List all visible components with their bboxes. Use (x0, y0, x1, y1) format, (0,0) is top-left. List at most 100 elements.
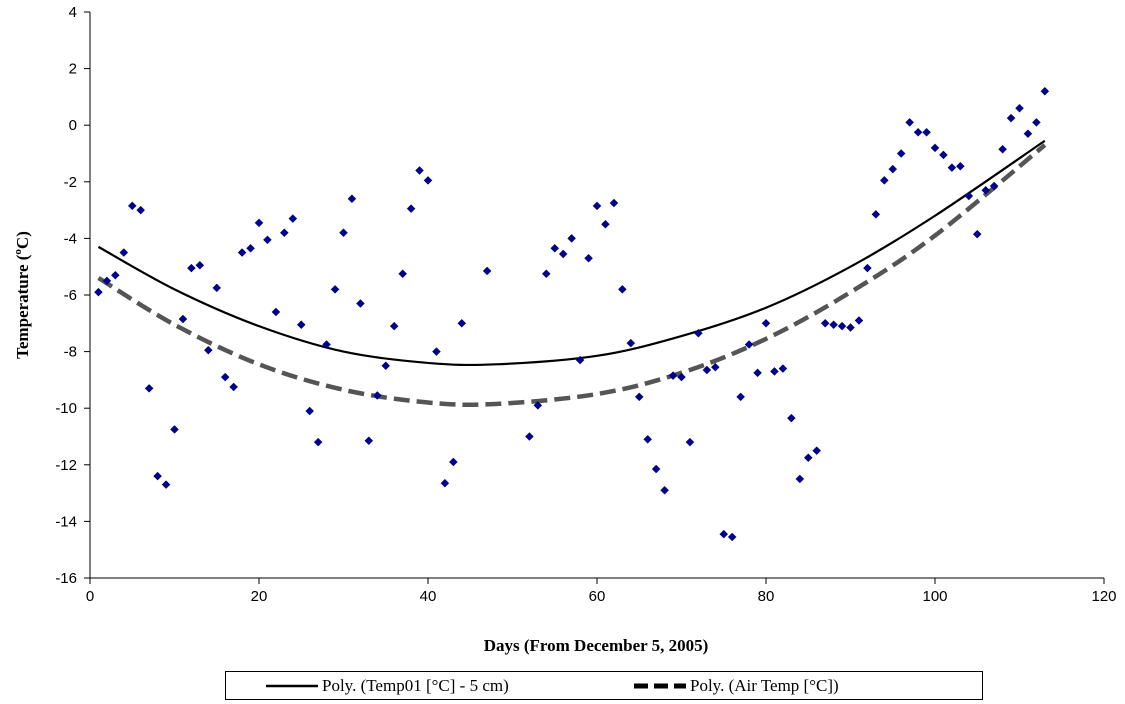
data-point (710, 362, 720, 372)
x-tick-label: 120 (1091, 588, 1116, 605)
data-point (744, 340, 754, 349)
data-point (913, 127, 923, 137)
data-point (541, 269, 551, 279)
data-point (482, 266, 492, 276)
data-point (736, 392, 746, 402)
data-point (237, 248, 247, 257)
x-tick-label: 60 (589, 588, 606, 605)
y-axis-title: Temperature (oC) (12, 231, 32, 359)
data-point (939, 150, 948, 160)
data-point (702, 365, 712, 375)
data-point (364, 436, 374, 446)
data-point (871, 209, 881, 219)
data-point (955, 161, 965, 171)
data-point (406, 204, 416, 214)
data-point (136, 205, 146, 215)
data-point (905, 118, 915, 127)
data-point (820, 318, 830, 328)
axes (89, 12, 1104, 579)
data-point (457, 318, 467, 328)
data-point (1023, 129, 1033, 139)
data-point (651, 464, 661, 474)
data-point (110, 270, 120, 280)
legend-swatch-solid (266, 684, 318, 688)
data-point (127, 201, 137, 211)
data-point (187, 263, 196, 273)
y-tick-label: 2 (69, 61, 77, 78)
data-point (220, 372, 230, 382)
data-points (94, 86, 1050, 542)
data-point (795, 474, 805, 484)
y-axis-ticks: 4 2 0 -2 -4 -6 -8 -10 -12 -14 -16 (55, 4, 90, 587)
data-point (964, 191, 974, 201)
x-axis-title: Days (From December 5, 2005) (484, 636, 709, 655)
data-point (694, 328, 703, 338)
legend-item-soil: Poly. (Temp01 [°C] - 5 cm) (266, 675, 509, 697)
data-point (896, 149, 906, 158)
x-tick-label: 20 (251, 588, 268, 605)
data-point (972, 229, 982, 239)
x-tick-label: 80 (758, 588, 775, 605)
data-point (981, 185, 991, 195)
x-axis-ticks: 0 20 40 60 80 100 120 (86, 578, 1117, 605)
data-point (685, 437, 695, 447)
data-point (94, 287, 103, 297)
data-point (322, 340, 331, 349)
data-point (592, 201, 602, 211)
data-point (922, 127, 931, 137)
legend-swatch-dashed (634, 683, 686, 689)
y-axis-title-main: Temperature ( (13, 254, 32, 359)
data-point (786, 413, 796, 423)
data-point (381, 361, 391, 371)
data-point (415, 166, 424, 175)
legend-item-air: Poly. (Air Temp [°C]) (634, 675, 839, 697)
data-point (778, 364, 788, 373)
data-point (347, 194, 357, 204)
data-point (330, 284, 340, 294)
legend: Poly. (Temp01 [°C] - 5 cm) Poly. (Air Te… (225, 671, 983, 700)
data-point (356, 299, 365, 308)
data-point (1015, 103, 1024, 113)
y-tick-label: -2 (64, 174, 77, 191)
y-tick-label: 0 (69, 117, 77, 134)
y-tick-label: -4 (64, 230, 77, 247)
data-point (170, 425, 179, 434)
trend-line-soil-temp (97, 139, 1046, 367)
data-point (846, 323, 855, 332)
data-point (930, 143, 940, 153)
data-point (989, 181, 999, 191)
y-tick-label: -10 (55, 400, 77, 417)
data-point (271, 307, 281, 317)
y-tick-label: 4 (69, 4, 77, 21)
data-point (246, 243, 255, 253)
data-point (1040, 86, 1050, 96)
data-point (888, 164, 898, 174)
data-point (423, 176, 433, 185)
data-point (837, 321, 847, 331)
data-point (448, 457, 458, 467)
data-point (770, 367, 779, 376)
data-point (668, 371, 678, 381)
data-point (677, 372, 686, 382)
data-point (584, 253, 593, 263)
data-point (119, 248, 129, 257)
y-axis-title-sup: o (12, 249, 24, 255)
data-point (313, 437, 323, 447)
data-point (567, 234, 577, 243)
data-point (803, 453, 813, 463)
data-point (719, 529, 729, 539)
data-point (626, 338, 636, 348)
data-point (643, 434, 653, 444)
y-tick-label: -8 (64, 344, 77, 361)
data-point (263, 235, 272, 245)
y-tick-label: -12 (55, 457, 77, 474)
legend-label-air: Poly. (Air Temp [°C]) (690, 676, 839, 695)
x-tick-label: 0 (86, 588, 94, 605)
data-point (550, 243, 560, 253)
data-point (727, 532, 737, 542)
data-point (1032, 118, 1041, 127)
trend-line-air-temp (97, 143, 1047, 407)
data-point (525, 432, 534, 441)
data-point (161, 480, 171, 489)
